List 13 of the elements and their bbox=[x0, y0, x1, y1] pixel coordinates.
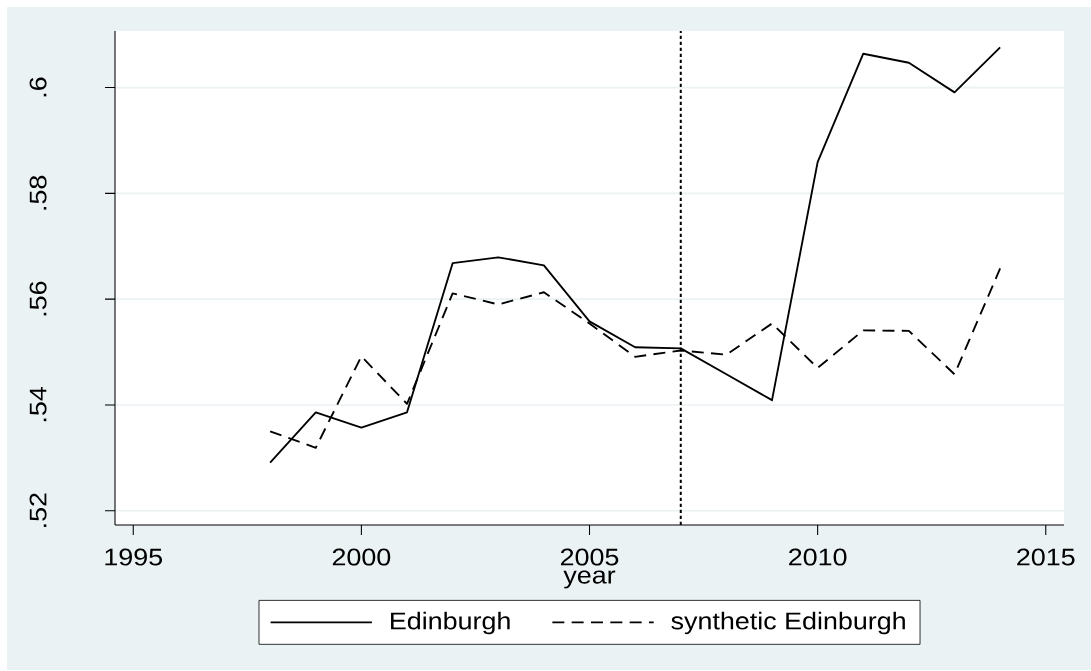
y-tick-label: .54 bbox=[29, 387, 47, 422]
y-tick-label: .52 bbox=[29, 493, 47, 527]
y-tick-label: .56 bbox=[29, 281, 47, 316]
x-axis-title: year bbox=[563, 570, 616, 589]
legend-label: synthetic Edinburgh bbox=[671, 611, 905, 635]
x-tick-label: 2005 bbox=[560, 548, 619, 566]
y-tick-label: .58 bbox=[29, 175, 47, 210]
x-tick-label: 2010 bbox=[789, 548, 847, 566]
legend-label: Edinburgh bbox=[391, 611, 510, 635]
y-tick-label: .6 bbox=[29, 77, 47, 97]
x-tick-label: 2015 bbox=[1017, 548, 1075, 566]
x-tick-label: 1995 bbox=[105, 548, 163, 566]
x-tick-label: 2000 bbox=[332, 548, 391, 566]
